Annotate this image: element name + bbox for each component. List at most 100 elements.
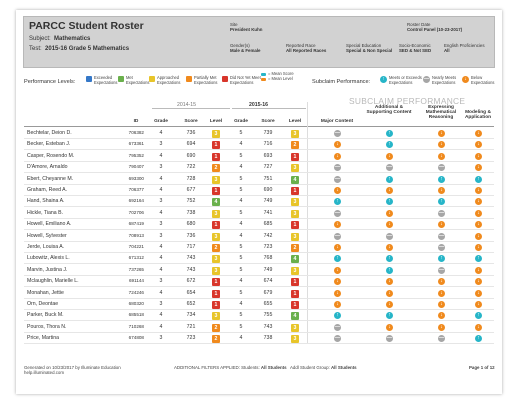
up-arrow-icon: ↑: [475, 255, 482, 263]
legend-nearly-meets: — Nearly Meets Expectations: [423, 75, 457, 85]
student-id: 704221: [128, 244, 144, 249]
table-row[interactable]: Monahan, Jettie 724246 4 654 5 679 1 1 ↓ ↓ ↓ ↓: [24, 288, 494, 299]
score-2015: 685: [263, 221, 273, 228]
level-2015-badge: 2: [291, 141, 299, 150]
up-arrow-icon: ↑: [386, 141, 393, 149]
page-title: PARCC Student Roster: [29, 20, 144, 32]
table-row[interactable]: Hand, Shaina A. 692164 3 752 4 749 4 3 ↑ ↑ ↑ ↓: [24, 196, 494, 208]
down-arrow-icon: ↓: [334, 152, 341, 160]
legend: Performance Levels: Exceeded Expectation…: [24, 71, 496, 92]
year1-divider: [152, 108, 230, 109]
col-major-content: Major Content: [320, 119, 354, 124]
grade-2014: 4: [159, 312, 163, 319]
up-arrow-icon: ↑: [380, 76, 387, 83]
down-arrow-icon: ↓: [475, 198, 482, 206]
race-field: Reported Race All Reported Races: [286, 43, 327, 54]
up-arrow-icon: ↑: [386, 175, 393, 183]
level-2014-badge: 4: [212, 198, 220, 207]
grade-2015: 5: [239, 187, 243, 193]
grade-2015: 4: [239, 335, 243, 342]
year2-divider: [232, 108, 306, 109]
grade-2014: 4: [159, 187, 163, 193]
table-row[interactable]: Jerde, Louisa A. 704221 4 717 5 723 2 2 ↓ ↓ — ↓: [24, 242, 494, 253]
dash-icon: —: [334, 335, 341, 343]
score-2015: 674: [263, 278, 273, 285]
down-arrow-icon: ↓: [334, 141, 341, 149]
help-link[interactable]: help.illuminated.com: [24, 370, 65, 375]
level-2015-badge: 4: [291, 312, 299, 321]
level-2014-badge: 2: [212, 323, 220, 332]
up-arrow-icon: ↑: [386, 255, 393, 263]
down-arrow-icon: ↓: [438, 289, 445, 297]
table-row[interactable]: Lubowitz, Alexis L. 671312 4 743 5 768 3 4 ↑ ↑ ↑ ↑: [24, 253, 494, 265]
student-id: 724246: [128, 289, 144, 295]
down-arrow-icon: ↓: [475, 289, 482, 297]
level-2014-badge: 3: [212, 232, 220, 241]
mean-level-marker: [261, 78, 266, 81]
level-2014-badge: 2: [212, 164, 220, 173]
table-row[interactable]: Casper, Rosendo M. 795352 4 690 5 693 1 1 ↓ ↓ ↓ ↓: [24, 151, 494, 162]
table-row[interactable]: Ebert, Cheyanne M. 693300 4 728 5 751 3 4 — ↑ ↑ ↑: [24, 174, 494, 185]
student-id: 737265: [128, 266, 144, 272]
col-score-1: Score: [184, 119, 198, 124]
score-2014: 652: [186, 301, 196, 307]
student-name: D'Amore, Arnaldo: [27, 164, 68, 171]
grade-2015: 4: [239, 141, 243, 148]
level-2015-badge: 1: [291, 289, 299, 298]
table-row[interactable]: Howell, Sylvester 708913 3 736 4 742 3 3 — — — ↓: [24, 231, 494, 242]
table-row[interactable]: Graham, Reed A. 706377 4 677 5 690 1 1 ↓ ↓ ↓ ↓: [24, 185, 494, 196]
table-row[interactable]: Parker, Buck M. 685518 4 734 5 755 3 4 ↑ ↑ ↓ ↑: [24, 310, 494, 322]
legend-met: Met Expectations: [118, 75, 152, 85]
col-grade-1: Grade: [154, 119, 168, 124]
table-row[interactable]: Becker, Esteban J. 673361 3 694 4 716 1 2 ↓ ↑ ↓ ↓: [24, 139, 494, 151]
down-arrow-icon: ↓: [475, 244, 482, 251]
score-2015: 742: [263, 232, 273, 239]
dash-icon: —: [438, 335, 445, 343]
student-name: Bechtelar, Deion D.: [27, 130, 72, 136]
legend-mean-score: = Mean Score: [261, 71, 294, 77]
table-row[interactable]: Hickle, Tiana B. 702706 4 738 5 741 3 3 — ↓ — ↓: [24, 208, 494, 219]
up-arrow-icon: ↑: [334, 312, 341, 320]
dash-icon: —: [423, 76, 430, 83]
score-2015: 738: [263, 335, 273, 342]
down-arrow-icon: ↓: [438, 141, 445, 149]
dash-icon: —: [438, 209, 445, 217]
table-row[interactable]: Price, Martina 674808 3 723 4 738 2 3 — — — ↑: [24, 333, 494, 345]
down-arrow-icon: ↓: [475, 130, 482, 137]
down-arrow-icon: ↓: [334, 187, 341, 194]
down-arrow-icon: ↓: [475, 323, 482, 331]
down-arrow-icon: ↓: [475, 141, 482, 149]
level-2015-badge: 1: [291, 221, 299, 230]
subclaim-divider: [307, 102, 308, 344]
level-2015-badge: 3: [291, 198, 299, 207]
table-row[interactable]: Marvin, Justina J. 737265 4 743 5 749 3 3 ↓ ↑ — ↓: [24, 265, 494, 276]
down-arrow-icon: ↓: [334, 289, 341, 297]
level-2014-badge: 1: [212, 187, 220, 195]
table-row[interactable]: Orn, Deontae 680320 3 652 4 655 1 1 ↓ ↓ ↓ ↓: [24, 299, 494, 310]
report-page: PARCC Student Roster Subject: Mathematic…: [16, 10, 502, 394]
grade-2014: 4: [159, 152, 163, 159]
score-2015: 768: [263, 255, 273, 262]
col-grade-2: Grade: [234, 119, 248, 124]
col-modeling-application: Modeling & Application: [464, 110, 492, 121]
col-level-1: Level: [209, 119, 223, 124]
student-id: 691144: [129, 278, 144, 284]
level-2015-badge: 4: [291, 255, 299, 264]
up-arrow-icon: ↑: [438, 175, 445, 183]
score-2014: 743: [186, 266, 196, 273]
grade-2015: 5: [239, 244, 243, 250]
student-name: Ebert, Cheyanne M.: [27, 175, 74, 182]
table-row[interactable]: Howell, Emiliano A. 687419 3 680 4 685 1 1 ↓ ↓ ↓ ↓: [24, 219, 494, 231]
score-2015: 679: [263, 289, 273, 296]
col-id: ID: [133, 119, 139, 124]
score-2014: 752: [186, 198, 196, 205]
table-row[interactable]: D'Amore, Arnaldo 790407 3 722 4 727 2 3 — — — ↓: [24, 162, 494, 174]
level-2015-badge: 3: [291, 130, 299, 138]
table-row[interactable]: Pouros, Thora N. 710268 4 721 5 743 2 3 — ↓ ↓ ↓: [24, 322, 494, 333]
table-row[interactable]: Bechtelar, Deion D. 706382 4 736 5 739 3 3 — ↑ ↓ ↓: [24, 128, 494, 139]
up-arrow-icon: ↑: [386, 312, 393, 320]
table-row[interactable]: Mclaughlin, Marielle L. 691144 3 672 4 674 1 1 ↓…: [24, 276, 494, 288]
gender-field: Gender(s) Male & Female: [230, 43, 261, 54]
dash-icon: —: [438, 266, 445, 274]
dash-icon: —: [386, 164, 393, 172]
